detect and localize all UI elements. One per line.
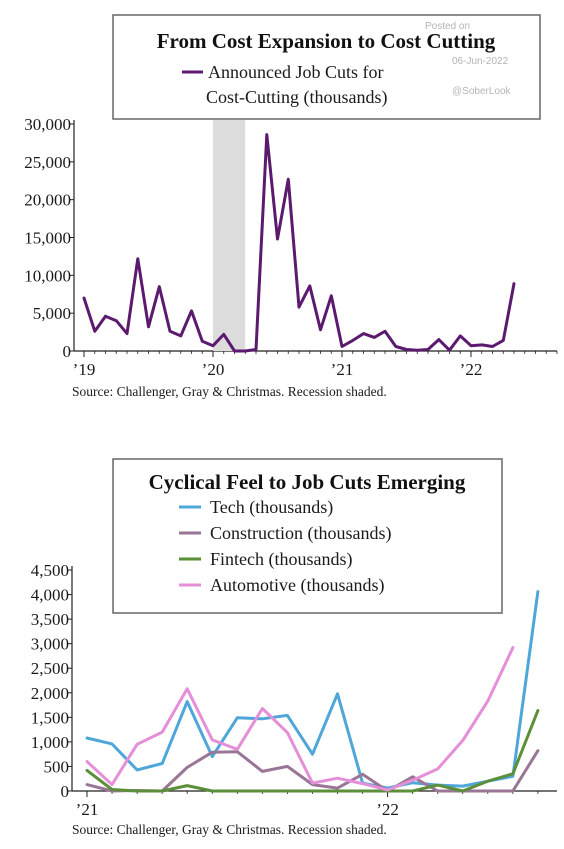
- y-tick-label: 15,000: [24, 229, 71, 248]
- x-tick-label: ’21: [331, 360, 354, 379]
- legend: Tech (thousands) Construction (thousands)…: [179, 497, 392, 596]
- watermark-date: 06-Jun-2022: [452, 56, 509, 67]
- legend-label: Fintech (thousands): [210, 549, 352, 570]
- chart-cyclical: Cyclical Feel to Job Cuts Emerging Tech …: [31, 458, 557, 837]
- chart-title: Cyclical Feel to Job Cuts Emerging: [149, 470, 466, 494]
- chart-title: From Cost Expansion to Cost Cutting: [157, 29, 496, 53]
- source-note: Source: Challenger, Gray & Christmas. Re…: [72, 384, 387, 399]
- watermark: Posted on 06-Jun-2022 @SoberLook: [425, 21, 512, 97]
- x-tick-label: ’22: [376, 800, 399, 819]
- axes: 4,500 4,000 3,500 3,000 2,500 2,000 1,500 1,000…: [31, 561, 557, 819]
- y-tick-label: 500: [44, 757, 70, 776]
- watermark-posted-on: Posted on: [425, 21, 470, 32]
- y-tick-label: 4,500: [31, 561, 69, 580]
- plot-area: [85, 590, 540, 793]
- y-tick-label: 25,000: [24, 153, 71, 172]
- x-tick-label: ’21: [76, 800, 99, 819]
- source-note: Source: Challenger, Gray & Christmas. Re…: [72, 822, 387, 837]
- legend-label-job-cuts-line1: Announced Job Cuts for: [208, 62, 383, 82]
- y-tick-label: 0: [63, 342, 72, 361]
- y-tick-label: 1,500: [31, 708, 69, 727]
- series-line-automotive: [85, 646, 515, 792]
- legend-label: Tech (thousands): [210, 497, 333, 518]
- y-tick-label: 3,500: [31, 610, 69, 629]
- legend-box: [112, 14, 541, 120]
- y-tick-label: 3,000: [31, 635, 69, 654]
- y-tick-label: 0: [61, 782, 70, 801]
- recession-shading: [213, 120, 246, 351]
- y-tick-label: 30,000: [24, 115, 71, 134]
- y-tick-label: 2,000: [31, 684, 69, 703]
- y-tick-label: 10,000: [24, 266, 71, 285]
- x-tick-label: ’20: [202, 360, 225, 379]
- y-tick-label: 1,000: [31, 733, 69, 752]
- watermark-handle: @SoberLook: [452, 86, 512, 97]
- chart-cost-cutting: From Cost Expansion to Cost Cutting Anno…: [24, 14, 558, 399]
- y-tick-label: 5,000: [33, 304, 71, 323]
- x-tick-label: ’19: [73, 360, 96, 379]
- y-tick-label: 4,000: [31, 586, 69, 605]
- y-tick-label: 20,000: [24, 191, 71, 210]
- y-tick-label: 2,500: [31, 659, 69, 678]
- legend-label: Automotive (thousands): [210, 575, 384, 596]
- series-line-announced: [82, 133, 516, 353]
- plot-area: [82, 120, 516, 353]
- legend-box: [112, 458, 503, 614]
- legend-label-job-cuts-line2: Cost-Cutting (thousands): [206, 87, 388, 108]
- legend-label: Construction (thousands): [210, 523, 392, 544]
- axes: 30,000 25,000 20,000 15,000 10,000 5,000 0’19 ’…: [24, 115, 558, 379]
- x-tick-label: ’22: [460, 360, 483, 379]
- series-line-tech: [85, 590, 540, 790]
